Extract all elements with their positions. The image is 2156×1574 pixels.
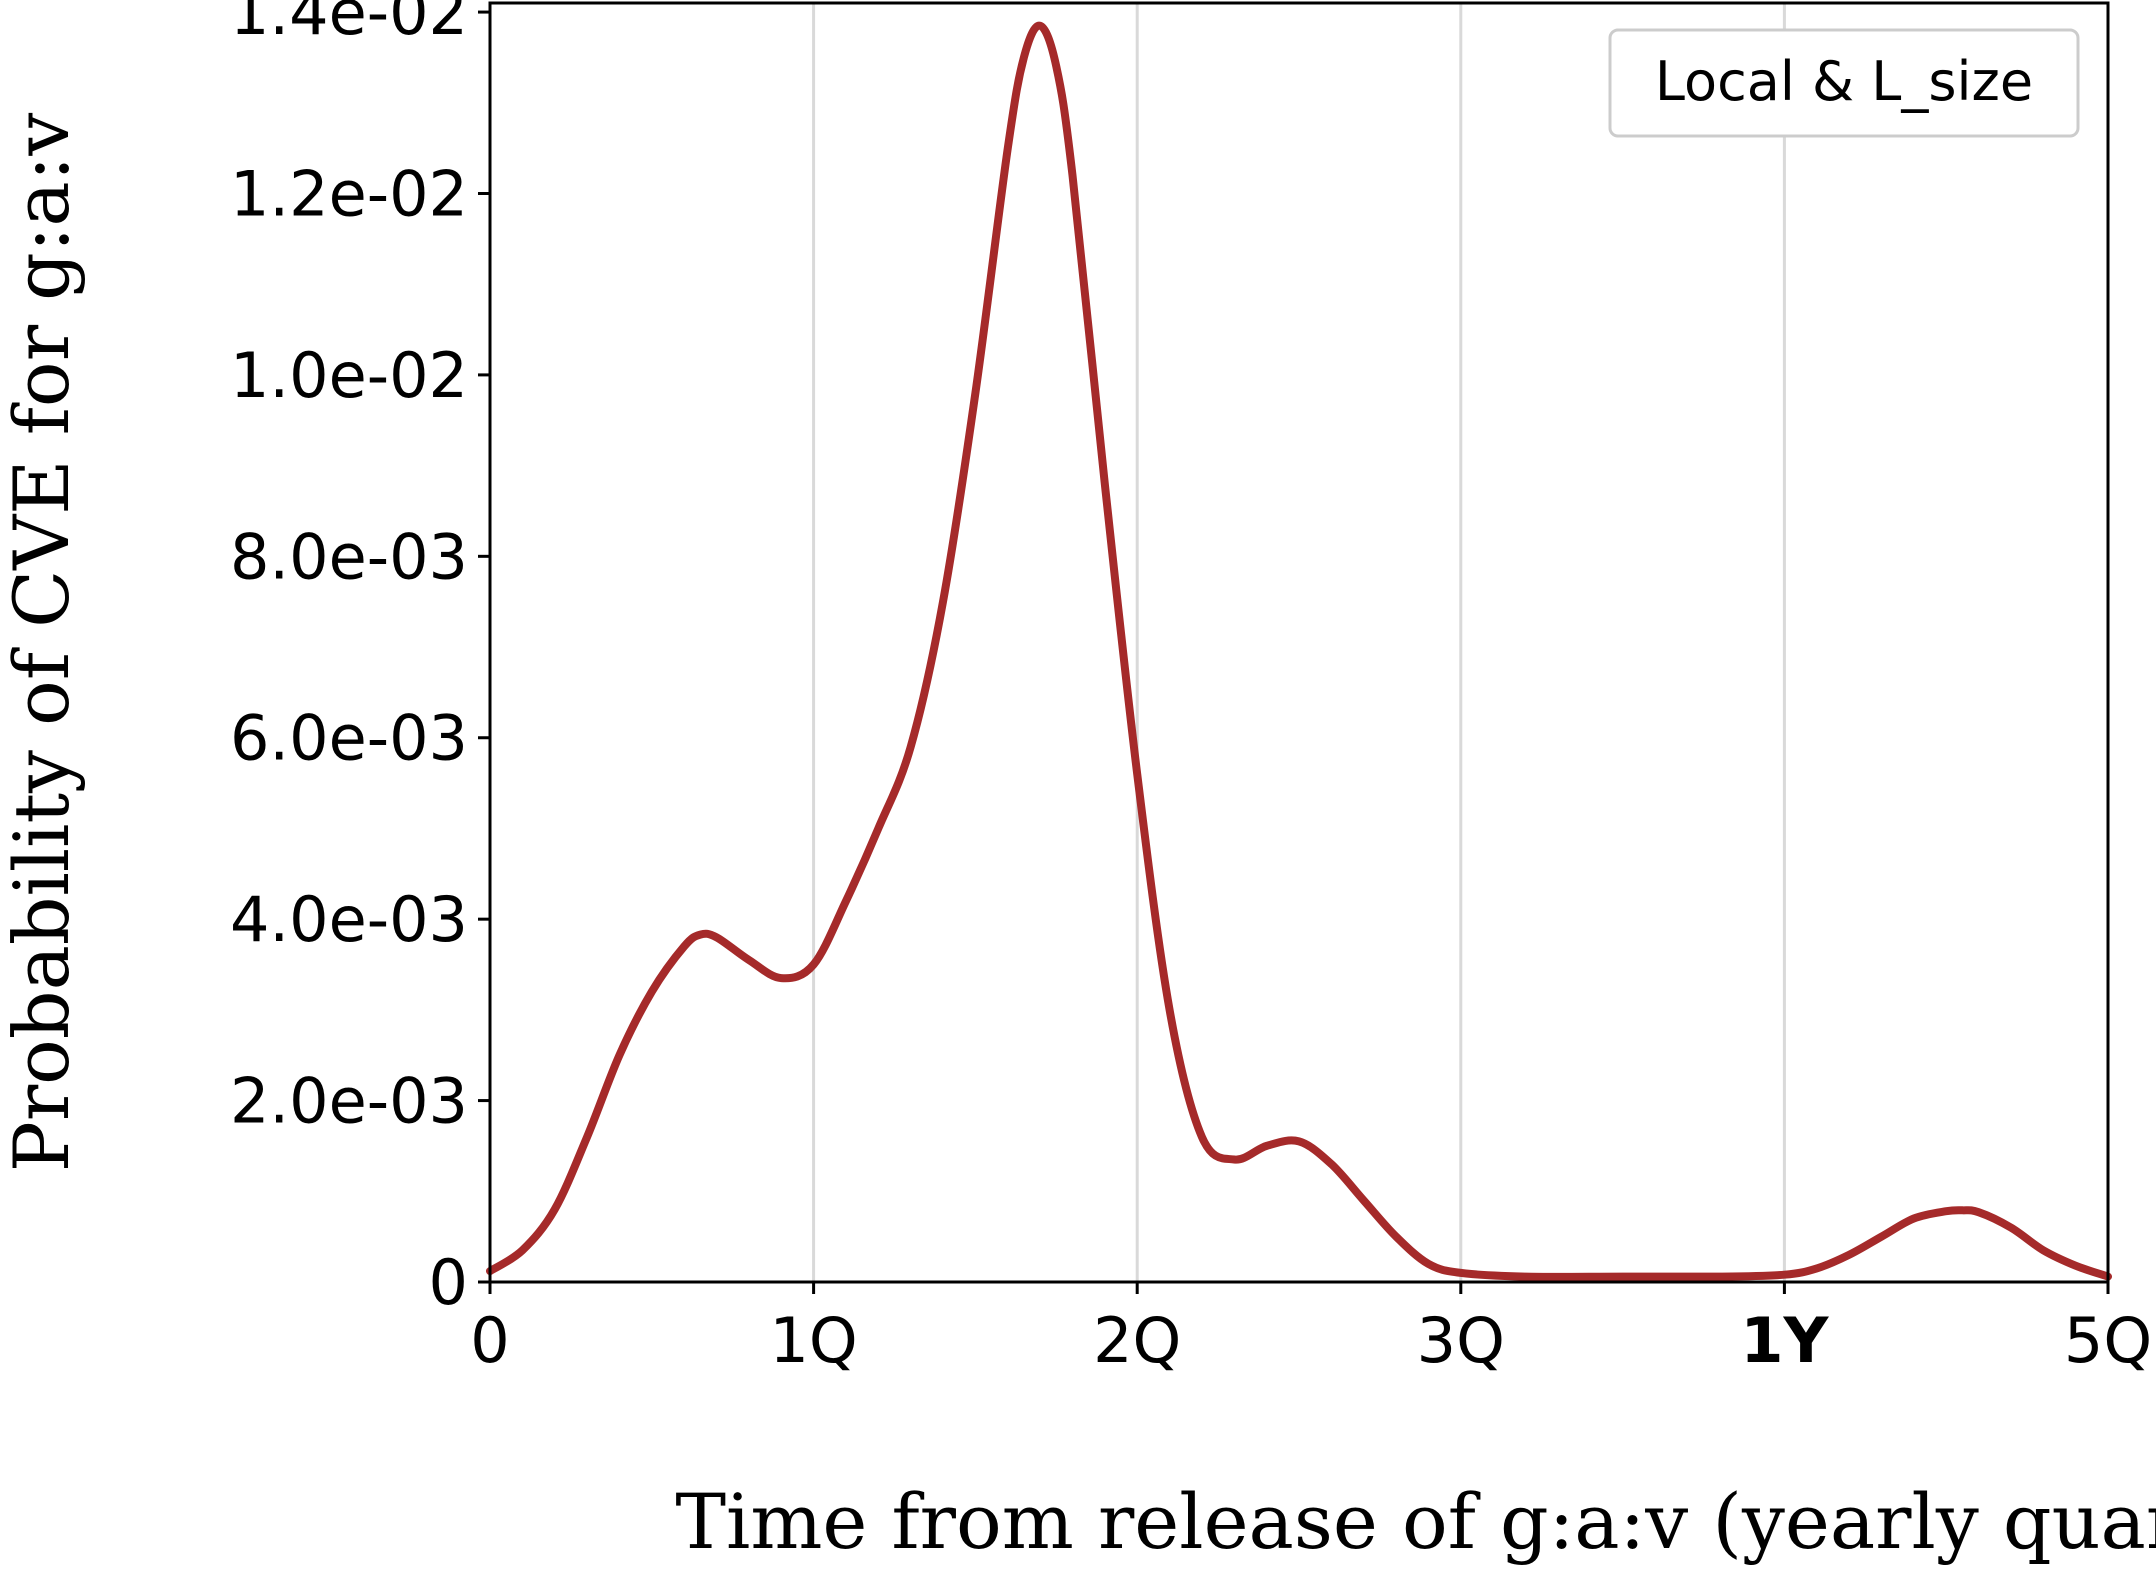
y-tick-label: 6.0e-03 — [230, 702, 468, 775]
legend: Local & L_size — [1608, 28, 2080, 138]
series-layer — [486, 21, 2112, 1281]
y-tick-label: 1.0e-02 — [230, 339, 468, 412]
legend-label: Local & L_size — [1655, 50, 2033, 113]
y-axis-title: Probability of CVE for g:a:v — [0, 113, 86, 1173]
x-tick-label: 5Q — [2064, 1304, 2152, 1377]
x-tick-label: 1Q — [769, 1304, 857, 1377]
legend-box — [1608, 28, 2080, 138]
x-tick-label: 3Q — [1417, 1304, 1505, 1377]
y-tick-label: 1.2e-02 — [230, 157, 468, 230]
y-tick-label: 0 — [429, 1246, 468, 1319]
x-tick-label: 0 — [470, 1304, 509, 1377]
y-tick-label: 2.0e-03 — [230, 1065, 468, 1138]
series-line — [486, 21, 2112, 1281]
plot-frame — [488, 1, 2110, 1284]
tick-layer: 0 1Q 2Q 3Q 1Y 5Q 0 2.0e-03 4.0e-03 6.0e-03 8.0e-03… — [230, 0, 2152, 1377]
x-tick-label: 2Q — [1093, 1304, 1181, 1377]
grid-layer — [812, 3, 1786, 1282]
y-tick-label: 8.0e-03 — [230, 520, 468, 593]
x-axis-title: Time from release of g:a:v (yearly quart… — [675, 1477, 2156, 1566]
y-tick-label: 1.4e-02 — [230, 0, 468, 49]
x-tick-label: 1Y — [1740, 1304, 1829, 1377]
y-tick-label: 4.0e-03 — [230, 883, 468, 956]
